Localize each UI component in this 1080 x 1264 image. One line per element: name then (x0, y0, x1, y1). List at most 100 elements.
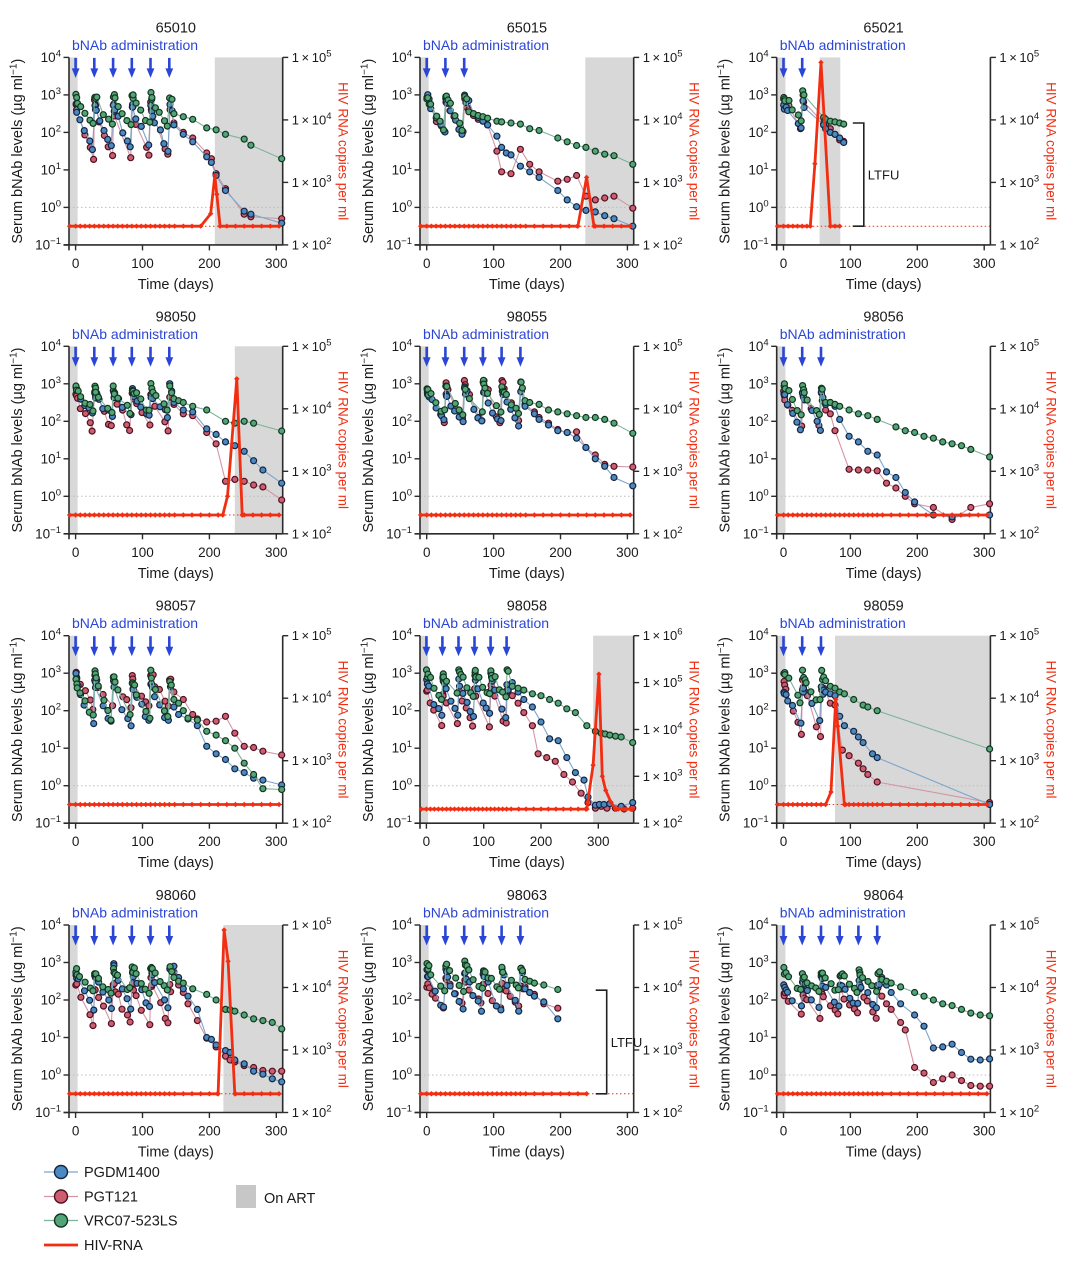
svg-text:HIV RNA copies per ml: HIV RNA copies per ml (687, 82, 702, 220)
svg-text:Serum bNAb levels (µg ml−1): Serum bNAb levels (µg ml−1) (9, 59, 27, 244)
svg-text:1 × 105: 1 × 105 (292, 627, 332, 644)
svg-text:1 × 103: 1 × 103 (292, 752, 332, 769)
svg-text:300: 300 (587, 834, 610, 849)
svg-text:LTFU: LTFU (611, 1035, 643, 1050)
svg-text:0: 0 (780, 545, 788, 560)
svg-text:1 × 102: 1 × 102 (292, 814, 332, 831)
svg-text:HIV RNA copies per ml: HIV RNA copies per ml (336, 371, 351, 509)
svg-text:PGDM1400: PGDM1400 (84, 1165, 160, 1181)
svg-text:1 × 103: 1 × 103 (643, 767, 683, 784)
svg-text:HIV RNA copies per ml: HIV RNA copies per ml (336, 82, 351, 220)
svg-text:200: 200 (198, 834, 221, 849)
svg-text:98057: 98057 (156, 599, 196, 615)
svg-text:300: 300 (616, 256, 639, 271)
svg-text:Serum bNAb levels (µg ml−1): Serum bNAb levels (µg ml−1) (360, 926, 378, 1111)
svg-text:HIV RNA copies per ml: HIV RNA copies per ml (1043, 371, 1058, 509)
svg-text:98060: 98060 (156, 888, 196, 904)
svg-text:98064: 98064 (863, 888, 903, 904)
svg-text:1 × 105: 1 × 105 (999, 48, 1039, 65)
svg-text:0: 0 (780, 1124, 788, 1139)
svg-text:HIV RNA copies per ml: HIV RNA copies per ml (1043, 660, 1058, 798)
svg-text:200: 200 (198, 256, 221, 271)
svg-text:1 × 102: 1 × 102 (643, 236, 683, 253)
svg-text:Serum bNAb levels (µg ml−1): Serum bNAb levels (µg ml−1) (360, 59, 378, 244)
svg-text:Serum bNAb levels (µg ml−1): Serum bNAb levels (µg ml−1) (360, 637, 378, 822)
svg-text:1 × 104: 1 × 104 (292, 400, 332, 417)
svg-text:0: 0 (423, 834, 431, 849)
svg-text:1 × 102: 1 × 102 (643, 525, 683, 542)
svg-text:Serum bNAb levels (µg ml−1): Serum bNAb levels (µg ml−1) (9, 348, 27, 533)
svg-text:bNAb administration: bNAb administration (423, 326, 549, 342)
svg-text:HIV RNA copies per ml: HIV RNA copies per ml (336, 660, 351, 798)
svg-text:Time (days): Time (days) (846, 855, 922, 871)
svg-text:Serum bNAb levels (µg ml−1): Serum bNAb levels (µg ml−1) (716, 59, 734, 244)
svg-text:1 × 105: 1 × 105 (643, 337, 683, 354)
svg-text:1 × 105: 1 × 105 (643, 48, 683, 65)
svg-text:100: 100 (472, 834, 495, 849)
svg-text:1 × 105: 1 × 105 (999, 627, 1039, 644)
svg-text:Time (days): Time (days) (138, 855, 214, 871)
svg-text:Serum bNAb levels (µg ml−1): Serum bNAb levels (µg ml−1) (9, 926, 27, 1111)
svg-text:1 × 103: 1 × 103 (643, 173, 683, 190)
svg-text:300: 300 (265, 834, 288, 849)
svg-text:Time (days): Time (days) (846, 1145, 922, 1161)
svg-text:0: 0 (72, 545, 80, 560)
svg-text:bNAb administration: bNAb administration (423, 615, 549, 631)
svg-text:98050: 98050 (156, 309, 196, 325)
svg-text:200: 200 (906, 256, 929, 271)
svg-text:1 × 102: 1 × 102 (999, 525, 1039, 542)
svg-text:1 × 103: 1 × 103 (643, 1041, 683, 1058)
svg-text:100: 100 (131, 545, 154, 560)
svg-text:1 × 104: 1 × 104 (999, 979, 1039, 996)
svg-text:1 × 104: 1 × 104 (643, 979, 683, 996)
svg-text:bNAb administration: bNAb administration (780, 905, 906, 921)
svg-text:bNAb administration: bNAb administration (72, 37, 198, 53)
svg-text:200: 200 (549, 1124, 572, 1139)
svg-text:200: 200 (906, 834, 929, 849)
svg-text:200: 200 (198, 545, 221, 560)
svg-text:Serum bNAb levels (µg ml−1): Serum bNAb levels (µg ml−1) (9, 637, 27, 822)
svg-text:100: 100 (131, 256, 154, 271)
svg-text:1 × 106: 1 × 106 (643, 627, 683, 644)
svg-text:300: 300 (973, 1124, 996, 1139)
svg-text:Time (days): Time (days) (489, 1145, 565, 1161)
svg-text:HIV-RNA: HIV-RNA (84, 1238, 143, 1254)
svg-text:HIV RNA copies per ml: HIV RNA copies per ml (1043, 950, 1058, 1088)
svg-text:1 × 105: 1 × 105 (643, 674, 683, 691)
svg-text:200: 200 (549, 256, 572, 271)
svg-text:1 × 105: 1 × 105 (292, 48, 332, 65)
svg-text:98059: 98059 (863, 599, 903, 615)
svg-text:1 × 103: 1 × 103 (999, 752, 1039, 769)
svg-text:Time (days): Time (days) (138, 566, 214, 582)
svg-text:HIV RNA copies per ml: HIV RNA copies per ml (687, 371, 702, 509)
svg-text:100: 100 (839, 1124, 862, 1139)
svg-text:0: 0 (72, 1124, 80, 1139)
svg-text:1 × 103: 1 × 103 (292, 1041, 332, 1058)
svg-text:Time (days): Time (days) (489, 566, 565, 582)
svg-text:1 × 105: 1 × 105 (292, 337, 332, 354)
svg-text:100: 100 (839, 834, 862, 849)
svg-text:bNAb administration: bNAb administration (423, 905, 549, 921)
svg-text:Time (days): Time (days) (846, 566, 922, 582)
svg-text:bNAb administration: bNAb administration (780, 37, 906, 53)
svg-text:1 × 102: 1 × 102 (643, 1104, 683, 1121)
svg-text:65010: 65010 (156, 20, 196, 36)
svg-text:200: 200 (906, 1124, 929, 1139)
svg-text:1 × 105: 1 × 105 (643, 916, 683, 933)
svg-text:300: 300 (616, 545, 639, 560)
svg-text:0: 0 (780, 834, 788, 849)
svg-text:Time (days): Time (days) (489, 277, 565, 293)
svg-text:PGT121: PGT121 (84, 1190, 138, 1206)
svg-text:HIV RNA copies per ml: HIV RNA copies per ml (336, 950, 351, 1088)
svg-text:1 × 104: 1 × 104 (999, 111, 1039, 128)
svg-text:300: 300 (265, 256, 288, 271)
svg-text:1 × 105: 1 × 105 (999, 916, 1039, 933)
svg-text:1 × 104: 1 × 104 (643, 111, 683, 128)
svg-text:1 × 104: 1 × 104 (643, 400, 683, 417)
svg-text:Time (days): Time (days) (489, 855, 565, 871)
svg-text:1 × 104: 1 × 104 (999, 689, 1039, 706)
svg-text:1 × 102: 1 × 102 (292, 236, 332, 253)
svg-text:1 × 104: 1 × 104 (292, 689, 332, 706)
svg-text:bNAb administration: bNAb administration (72, 905, 198, 921)
svg-text:98063: 98063 (507, 888, 547, 904)
